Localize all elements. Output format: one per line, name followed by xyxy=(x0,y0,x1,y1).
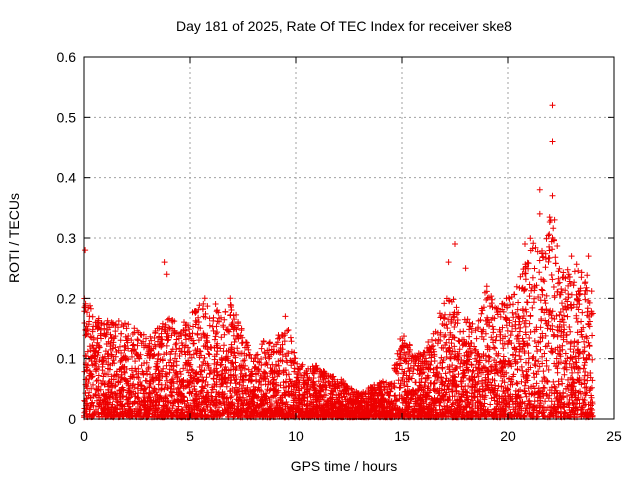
y-axis-label: ROTI / TECUs xyxy=(6,193,22,283)
x-tick-label: 20 xyxy=(500,428,516,444)
grid-lines xyxy=(84,57,614,419)
x-tick-label: 5 xyxy=(186,428,194,444)
y-tick-label: 0 xyxy=(68,411,76,427)
x-tick-label: 15 xyxy=(394,428,410,444)
y-tick-label: 0.2 xyxy=(57,290,77,306)
y-tick-label: 0.4 xyxy=(57,170,77,186)
data-points xyxy=(81,102,596,421)
scatter-markers xyxy=(81,102,596,421)
x-tick-label: 25 xyxy=(606,428,622,444)
x-tick-label: 10 xyxy=(288,428,304,444)
x-tick-label: 0 xyxy=(80,428,88,444)
y-tick-label: 0.1 xyxy=(57,351,77,367)
y-tick-label: 0.3 xyxy=(57,230,77,246)
y-tick-label: 0.5 xyxy=(57,109,77,125)
chart-title: Day 181 of 2025, Rate Of TEC Index for r… xyxy=(176,18,512,34)
y-axis-ticks: 0 0.1 0.2 0.3 0.4 0.5 0.6 xyxy=(57,49,614,427)
x-axis-label: GPS time / hours xyxy=(291,458,398,474)
y-tick-label: 0.6 xyxy=(57,49,77,65)
x-axis-ticks: 0 5 10 15 20 25 xyxy=(80,57,622,444)
